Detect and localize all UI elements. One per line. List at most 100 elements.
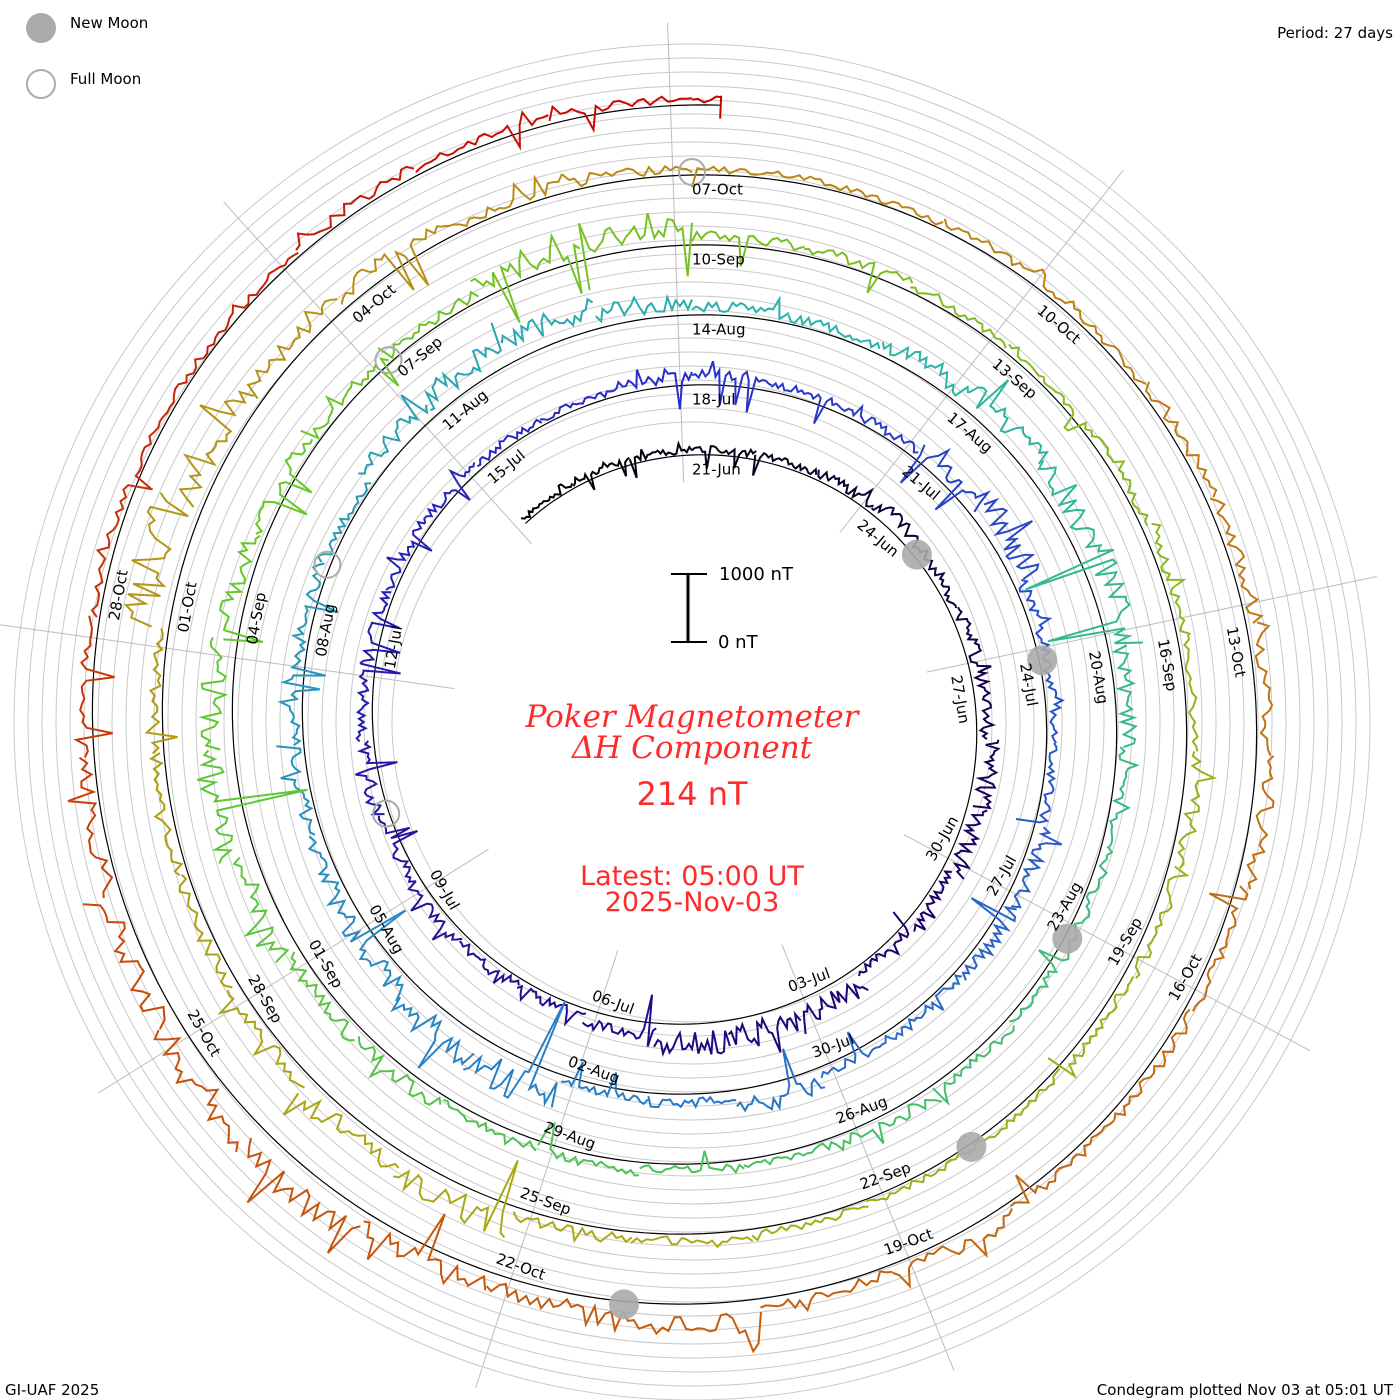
scale-top-label: 1000 nT xyxy=(719,564,794,585)
dH-day-trace xyxy=(961,897,1017,981)
dH-day-trace xyxy=(804,247,914,294)
date-label: 22-Oct xyxy=(494,1250,548,1284)
dH-day-trace xyxy=(691,230,805,267)
dH-day-trace xyxy=(760,1270,893,1313)
full-moon-marker xyxy=(374,346,403,375)
dH-day-trace xyxy=(1051,291,1147,385)
dH-day-trace xyxy=(561,164,693,188)
grid-spoke xyxy=(903,834,1311,1052)
dH-day-trace xyxy=(752,451,818,476)
date-label: 01-Sep xyxy=(305,937,347,992)
dH-day-trace xyxy=(355,740,398,816)
grid-spoke xyxy=(839,170,1124,534)
dH-day-trace xyxy=(1025,545,1144,645)
grid-ring xyxy=(27,57,1357,1387)
dH-day-trace xyxy=(1177,751,1218,869)
date-label: 16-Oct xyxy=(1165,951,1206,1004)
dH-day-trace xyxy=(178,874,233,989)
grid-spoke xyxy=(475,950,619,1388)
dH-day-trace xyxy=(1070,845,1114,942)
grid xyxy=(0,22,1377,1400)
chart-title: Poker Magnetometer xyxy=(525,699,861,735)
dH-day-trace xyxy=(736,1048,826,1113)
dH-day-trace xyxy=(973,1067,1061,1152)
dH-day-trace xyxy=(820,1031,898,1079)
dH-day-trace xyxy=(377,290,479,360)
dH-day-trace xyxy=(1047,976,1134,1079)
grid-ring xyxy=(69,99,1315,1345)
dH-day-trace xyxy=(197,749,308,864)
dH-day-trace xyxy=(463,1000,567,1108)
new-moon-legend-label: New Moon xyxy=(70,14,148,32)
dH-day-trace xyxy=(217,989,305,1089)
dH-day-trace xyxy=(1018,579,1053,661)
dH-day-trace xyxy=(1144,381,1218,498)
dH-day-trace xyxy=(1183,634,1199,752)
dH-day-trace xyxy=(363,1213,487,1291)
dH-day-trace xyxy=(289,951,355,1042)
dH-day-trace xyxy=(537,1122,640,1177)
dH-day-trace xyxy=(955,606,992,673)
grid-ring xyxy=(55,85,1329,1359)
grid-spoke xyxy=(223,201,532,544)
date-label: 10-Sep xyxy=(692,251,745,269)
dH-day-trace xyxy=(67,756,114,899)
dH-day-trace xyxy=(1246,755,1275,890)
dH-day-trace xyxy=(539,389,614,421)
dH-day-trace xyxy=(340,225,444,305)
grid-ring xyxy=(13,43,1371,1400)
dH-day-trace xyxy=(1015,742,1058,824)
dH-day-trace xyxy=(819,178,944,226)
dH-day-trace xyxy=(198,637,229,751)
full-moon-marker xyxy=(372,799,401,828)
dH-day-trace xyxy=(612,367,693,410)
dH-day-trace xyxy=(300,357,400,440)
date-label: 19-Sep xyxy=(1104,914,1146,969)
grid-spoke xyxy=(781,944,955,1372)
chart-subtitle: ΔH Component xyxy=(571,730,813,766)
dH-day-trace xyxy=(983,497,1040,580)
dH-day-trace xyxy=(1111,644,1138,749)
dH-day-trace xyxy=(743,1139,845,1169)
new-moon-marker xyxy=(956,1131,987,1162)
dH-day-trace xyxy=(548,95,693,134)
dH-day-trace xyxy=(913,870,952,932)
dH-day-trace xyxy=(1010,826,1063,909)
dH-day-trace xyxy=(844,1098,942,1145)
grid-spoke xyxy=(0,624,455,690)
full-moon-marker xyxy=(678,158,706,186)
period-label: Period: 27 days xyxy=(1277,24,1393,42)
dH-day-trace xyxy=(572,456,630,491)
grid-spoke xyxy=(98,848,489,1094)
dH-day-trace xyxy=(390,996,475,1069)
dH-day-trace xyxy=(144,628,178,755)
dH-day-trace xyxy=(639,1150,745,1175)
dH-day-trace xyxy=(290,562,339,654)
new-moon-legend-icon xyxy=(26,13,56,43)
grid-ring xyxy=(265,295,1119,1149)
dH-day-trace xyxy=(1209,497,1264,624)
scale-bottom-label: 0 nT xyxy=(718,632,759,653)
dH-day-trace xyxy=(952,809,988,880)
dH-day-trace xyxy=(73,615,115,758)
dH-day-trace xyxy=(972,739,1001,810)
current-value: 214 nT xyxy=(636,775,748,813)
moon-markers xyxy=(313,158,1083,1320)
grid-ring xyxy=(139,169,1245,1275)
date-label: 25-Oct xyxy=(184,1007,225,1060)
dH-day-trace xyxy=(691,360,773,413)
dH-day-trace xyxy=(90,484,153,618)
dH-day-trace xyxy=(892,1208,1013,1289)
dH-day-trace xyxy=(817,469,874,508)
dH-day-trace xyxy=(848,403,919,454)
dH-day-trace xyxy=(202,251,299,359)
dH-day-trace xyxy=(967,379,1050,465)
grid-ring xyxy=(223,253,1161,1191)
dH-day-trace xyxy=(561,1061,649,1106)
dH-day-trace xyxy=(123,492,189,628)
grid-ring xyxy=(307,337,1077,1107)
grid-ring xyxy=(321,351,1063,1093)
grid-ring xyxy=(279,309,1105,1135)
dH-day-trace xyxy=(485,1282,625,1334)
dH-day-trace xyxy=(459,940,520,986)
